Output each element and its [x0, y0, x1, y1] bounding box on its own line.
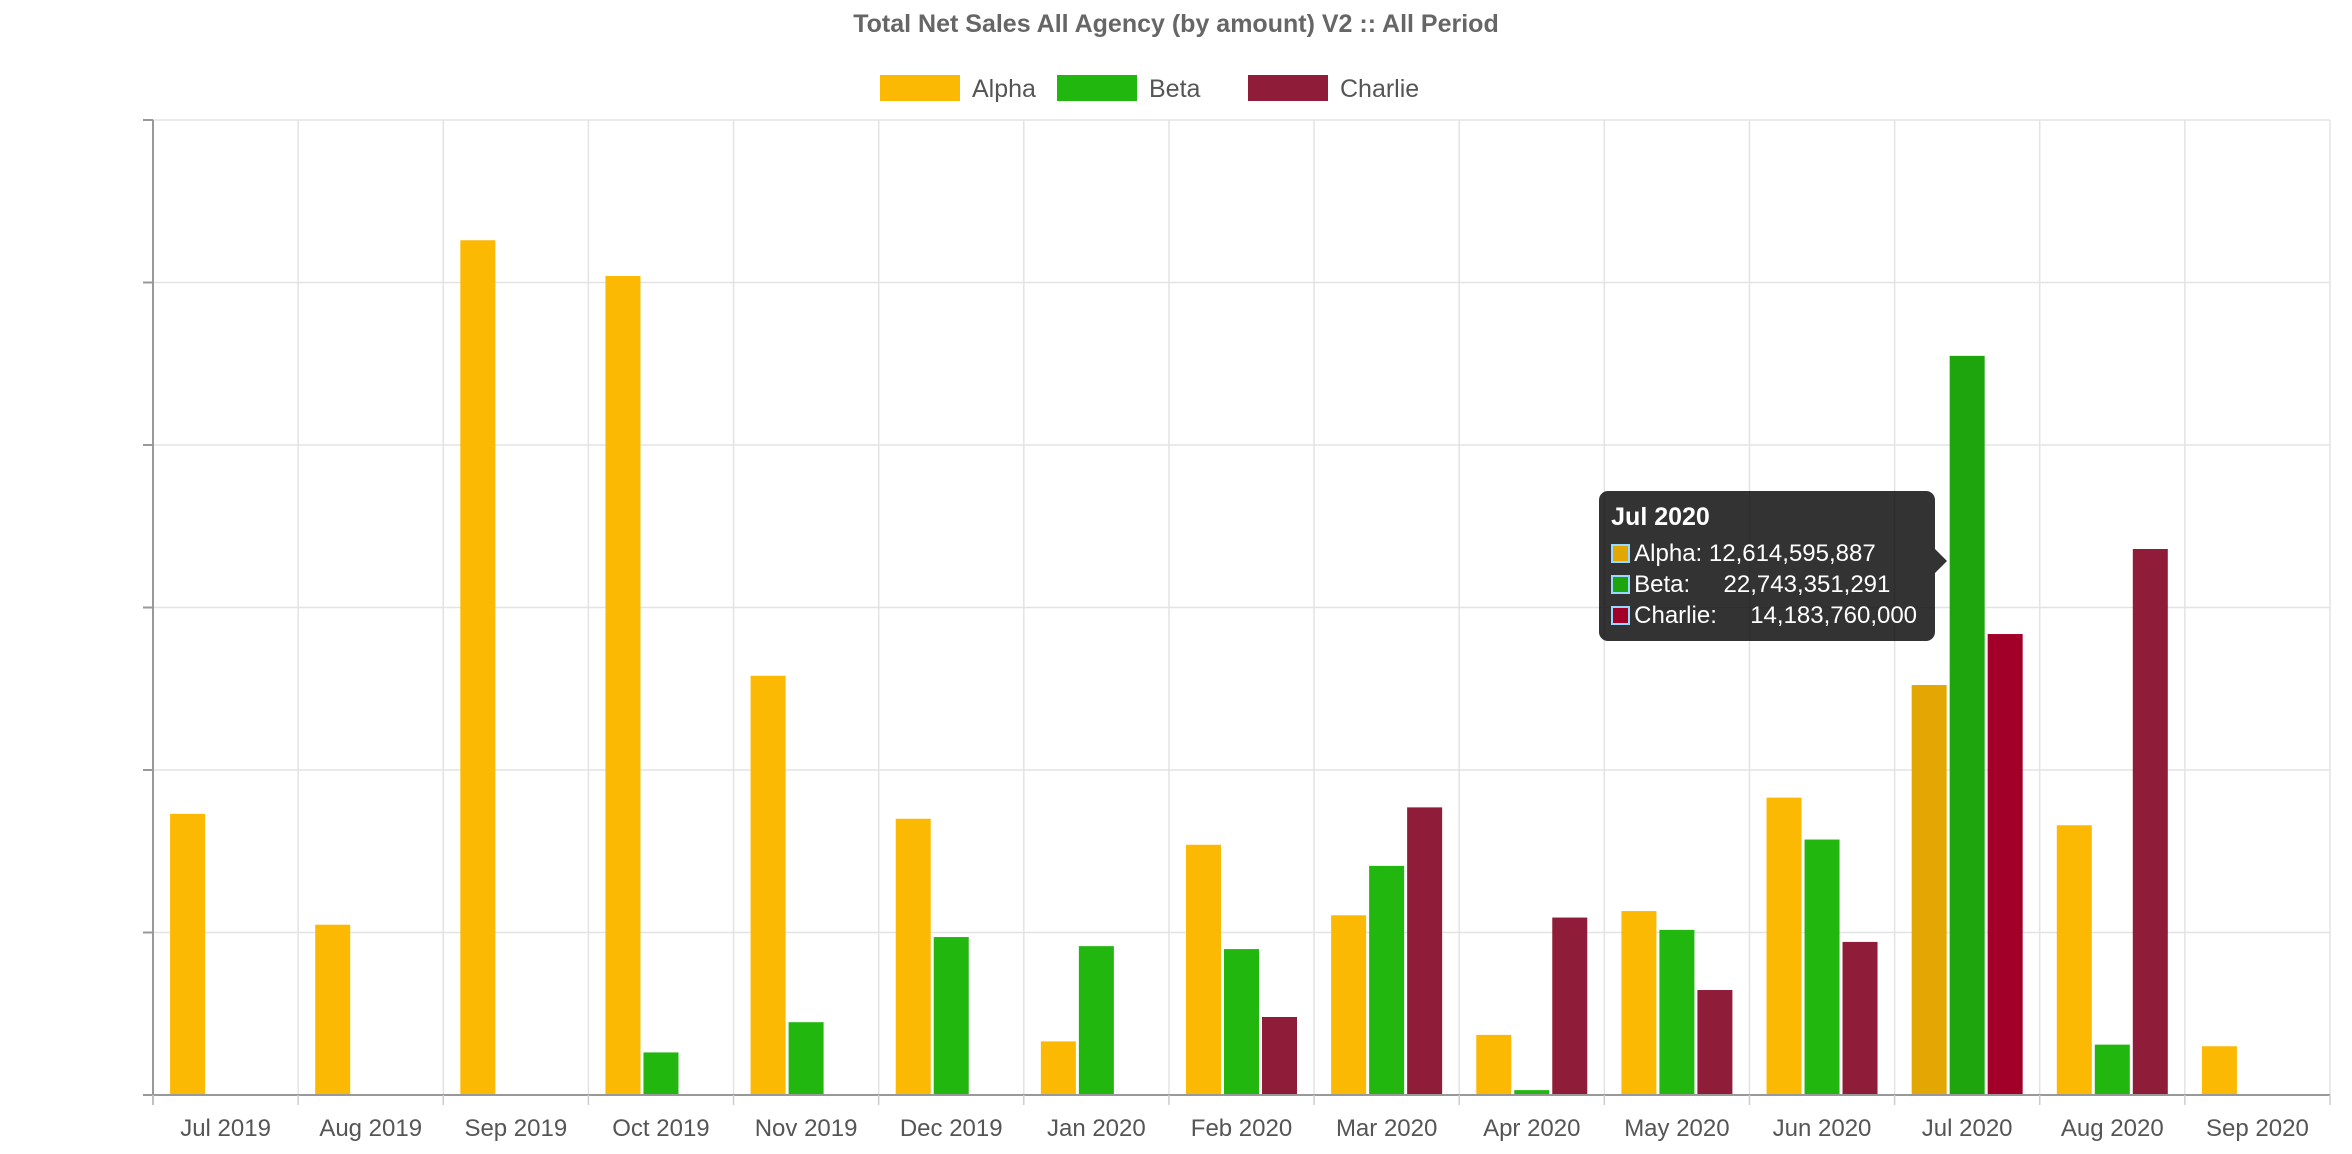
bar-charlie-mar-2020[interactable]	[1407, 807, 1443, 1095]
legend-label-beta[interactable]: Beta	[1149, 75, 1201, 103]
x-tick-label: Jul 2020	[1922, 1115, 2013, 1142]
legend-swatch-charlie[interactable]	[1248, 75, 1328, 101]
bar-beta-nov-2019[interactable]	[788, 1022, 824, 1095]
bar-alpha-jul-2020[interactable]	[1911, 685, 1947, 1095]
bar-beta-jan-2020[interactable]	[1078, 946, 1114, 1095]
bar-alpha-jun-2020[interactable]	[1766, 797, 1802, 1095]
bar-beta-jun-2020[interactable]	[1804, 839, 1840, 1095]
bar-beta-oct-2019[interactable]	[643, 1052, 679, 1095]
tooltip-row-alpha: Alpha: 12,614,595,887	[1611, 538, 1923, 569]
tooltip: Jul 2020 Alpha: 12,614,595,887 Beta: 22,…	[1599, 491, 1948, 641]
tooltip-swatch-beta	[1611, 575, 1631, 594]
tooltip-label-charlie: Charlie:	[1634, 602, 1751, 629]
legend-swatch-alpha[interactable]	[880, 75, 960, 101]
bar-alpha-sep-2020[interactable]	[2201, 1046, 2237, 1095]
bar-alpha-jan-2020[interactable]	[1040, 1041, 1076, 1095]
bar-beta-feb-2020[interactable]	[1224, 949, 1259, 1095]
bar-charlie-jun-2020[interactable]	[1842, 941, 1878, 1095]
bar-beta-aug-2020[interactable]	[2094, 1044, 2130, 1095]
tooltip-swatch-charlie	[1611, 606, 1631, 625]
bar-alpha-mar-2020[interactable]	[1331, 915, 1367, 1095]
legend-label-charlie[interactable]: Charlie	[1340, 75, 1419, 103]
tooltip-swatch-alpha	[1611, 544, 1631, 563]
x-tick-label: Nov 2019	[755, 1115, 858, 1142]
bar-charlie-aug-2020[interactable]	[2132, 549, 2168, 1095]
bar-alpha-aug-2019[interactable]	[315, 924, 351, 1095]
tooltip-row-charlie: Charlie: 14,183,760,000	[1611, 600, 1923, 631]
bar-alpha-nov-2019[interactable]	[750, 675, 786, 1095]
x-tick-label: Jan 2020	[1047, 1115, 1146, 1142]
tooltip-row-beta: Beta: 22,743,351,291	[1611, 569, 1923, 600]
bar-beta-may-2020[interactable]	[1659, 929, 1695, 1095]
bar-charlie-apr-2020[interactable]	[1552, 917, 1588, 1095]
bars	[170, 240, 2237, 1096]
x-tick-label: Sep 2019	[464, 1115, 567, 1142]
x-tick-label: Aug 2020	[2061, 1115, 2164, 1142]
bar-charlie-feb-2020[interactable]	[1262, 1017, 1297, 1095]
tooltip-value-alpha: 12,614,595,887	[1708, 540, 1876, 567]
axes	[143, 119, 2331, 1105]
bar-charlie-jul-2020[interactable]	[1987, 634, 2023, 1095]
x-tick-label: Jul 2019	[180, 1115, 271, 1142]
tooltip-value-beta: 22,743,351,291	[1723, 571, 1891, 598]
bar-alpha-may-2020[interactable]	[1621, 911, 1657, 1095]
x-tick-label: Jun 2020	[1773, 1115, 1872, 1142]
tooltip-label-beta: Beta:	[1634, 571, 1724, 598]
bar-charlie-may-2020[interactable]	[1697, 990, 1733, 1095]
x-tick-label: Aug 2019	[319, 1115, 422, 1142]
legend: Alpha Beta Charlie	[880, 75, 1419, 103]
bar-beta-apr-2020[interactable]	[1514, 1090, 1550, 1095]
x-tick-label: Sep 2020	[2206, 1115, 2309, 1142]
tooltip-value-charlie: 14,183,760,000	[1750, 602, 1918, 629]
x-axis-tick-labels: Jul 2019 Aug 2019 Sep 2019 Oct 2019 Nov 2019…	[180, 1115, 2309, 1142]
bar-alpha-aug-2020[interactable]	[2056, 825, 2092, 1095]
bar-alpha-feb-2020[interactable]	[1186, 844, 1221, 1095]
x-tick-label: Mar 2020	[1336, 1115, 1437, 1142]
chart-title: Total Net Sales All Agency (by amount) V…	[853, 10, 1498, 38]
bar-alpha-oct-2019[interactable]	[605, 276, 641, 1095]
x-tick-label: May 2020	[1624, 1115, 1729, 1142]
bar-alpha-dec-2019[interactable]	[895, 818, 931, 1095]
bar-alpha-sep-2019[interactable]	[460, 240, 496, 1095]
x-tick-label: Oct 2019	[612, 1115, 709, 1142]
bar-beta-jul-2020[interactable]	[1949, 355, 1985, 1096]
tooltip-title: Jul 2020	[1611, 503, 1710, 531]
x-tick-label: Dec 2019	[900, 1115, 1003, 1142]
legend-swatch-beta[interactable]	[1057, 75, 1137, 101]
bar-alpha-jul-2019[interactable]	[170, 813, 206, 1095]
legend-label-alpha[interactable]: Alpha	[972, 75, 1036, 103]
tooltip-label-alpha: Alpha:	[1634, 540, 1709, 567]
bar-alpha-apr-2020[interactable]	[1476, 1034, 1512, 1095]
tooltip-caret	[1935, 549, 1948, 573]
bar-beta-dec-2019[interactable]	[933, 937, 969, 1095]
bar-beta-mar-2020[interactable]	[1369, 865, 1405, 1095]
x-tick-label: Apr 2020	[1483, 1115, 1580, 1142]
x-tick-label: Feb 2020	[1191, 1115, 1292, 1142]
